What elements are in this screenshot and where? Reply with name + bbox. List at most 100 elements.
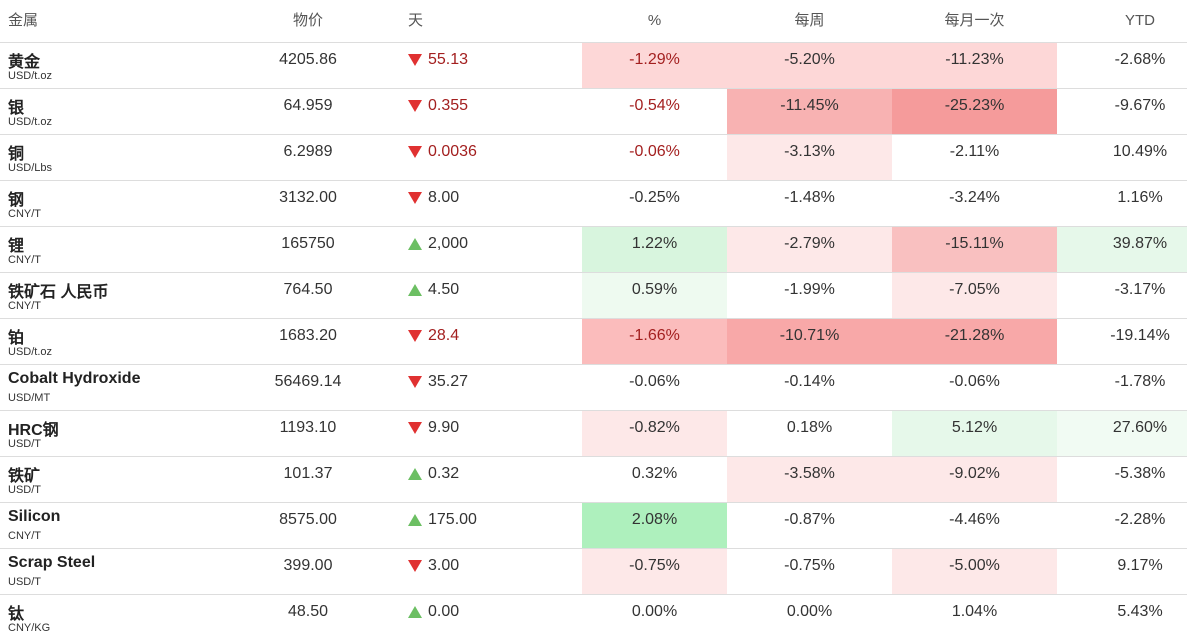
price: 4205.86	[279, 51, 337, 68]
pct-change: -0.75%	[629, 557, 680, 574]
arrow-shape	[408, 330, 422, 342]
header-ytd[interactable]: YTD	[1125, 12, 1155, 29]
arrow-down	[408, 330, 422, 342]
cell-shade	[727, 43, 892, 88]
cell-shade	[892, 89, 1057, 134]
month-change: 5.12%	[951, 419, 998, 436]
pct-change: -0.06%	[629, 373, 680, 390]
week-change: -5.20%	[784, 51, 835, 68]
table-row[interactable]: 铂 USD/t.oz 1683.20 28.4 -1.66% -10.71% -21.28%…	[0, 318, 1187, 364]
header-pct[interactable]: %	[647, 12, 662, 29]
pct-change: 0.32%	[631, 465, 678, 482]
table-row[interactable]: Cobalt Hydroxide USD/MT 56469.14 35.27 -0.06…	[0, 364, 1187, 410]
month-change: -7.05%	[949, 281, 1000, 298]
arrow-shape	[408, 146, 422, 158]
header-week[interactable]: 每周	[794, 12, 825, 29]
header-name: 金属	[8, 12, 39, 29]
header-day[interactable]: 天	[408, 12, 424, 29]
pct-change: -0.25%	[629, 189, 680, 206]
unit: USD/t.oz	[8, 116, 53, 128]
price: 64.959	[283, 97, 333, 114]
pct-change: -0.82%	[629, 419, 680, 436]
arrow-shape	[408, 284, 422, 296]
table-row[interactable]: 锂 CNY/T 165750 2,000 1.22% -2.79% -15.11% 39.87…	[0, 226, 1187, 272]
cell-shade	[582, 503, 727, 548]
arrow-shape	[408, 238, 422, 250]
pct-change: -1.66%	[629, 327, 680, 344]
cell-shade	[727, 135, 892, 180]
month-change: -4.46%	[949, 511, 1000, 528]
pct-change: -1.29%	[629, 51, 680, 68]
arrow-up	[408, 468, 422, 480]
cell-shade	[582, 43, 727, 88]
week-change: -0.87%	[784, 511, 835, 528]
day-change: 28.4	[428, 327, 460, 344]
table-row[interactable]: 黄金 USD/t.oz 4205.86 55.13 -1.29% -5.20% -11.23…	[0, 42, 1187, 88]
cell-shade	[892, 227, 1057, 272]
price: 8575.00	[279, 511, 337, 528]
table-row[interactable]: Silicon CNY/T 8575.00 175.00 2.08% -0.87% -4.4…	[0, 502, 1187, 548]
month-change: -3.24%	[949, 189, 1000, 206]
commodity-name: 银	[8, 100, 25, 117]
commodity-name: Silicon	[8, 508, 61, 525]
arrow-shape	[408, 192, 422, 204]
month-change: -21.28%	[944, 327, 1005, 344]
price: 1193.10	[279, 419, 337, 436]
pct-change: 1.22%	[631, 235, 678, 252]
arrow-down	[408, 192, 422, 204]
arrow-shape	[408, 376, 422, 388]
cell-shade	[1057, 227, 1187, 272]
cell-shade	[582, 273, 727, 318]
cell-shade	[892, 43, 1057, 88]
arrow-up	[408, 514, 422, 526]
week-change: 0.00%	[786, 603, 833, 620]
arrow-shape	[408, 54, 422, 66]
cell-shade	[727, 227, 892, 272]
arrow-up	[408, 606, 422, 618]
arrow-shape	[408, 560, 422, 572]
table-row[interactable]: HRC钢 USD/T 1193.10 9.90 -0.82% 0.18% 5.12% 27.6…	[0, 410, 1187, 456]
commodity-name: 钢	[8, 192, 25, 209]
commodity-name: 铁矿	[8, 468, 41, 485]
arrow-down	[408, 422, 422, 434]
price: 165750	[281, 235, 335, 252]
pct-change: 0.00%	[631, 603, 678, 620]
ytd-change: -5.38%	[1114, 465, 1166, 482]
header-month[interactable]: 每月一次	[944, 12, 1005, 29]
table-row[interactable]: 铁矿石 人民币 CNY/T 764.50 4.50 0.59% -1.99% -7.05% -…	[0, 272, 1187, 318]
day-change: 35.27	[428, 373, 469, 390]
arrow-shape	[408, 422, 422, 434]
unit: USD/T	[8, 576, 41, 588]
month-change: -2.11%	[949, 143, 1000, 160]
week-change: -11.45%	[780, 97, 839, 114]
ytd-change: -2.28%	[1114, 511, 1166, 528]
table-row[interactable]: 银 USD/t.oz 64.959 0.355 -0.54% -11.45% -25.23%…	[0, 88, 1187, 134]
ytd-change: -19.14%	[1110, 327, 1170, 344]
table-row[interactable]: 钢 CNY/T 3132.00 8.00 -0.25% -1.48% -3.24% 1.16%	[0, 180, 1187, 226]
month-change: -25.23%	[944, 97, 1005, 114]
day-change: 0.00	[428, 603, 460, 620]
ytd-change: 9.17%	[1117, 557, 1163, 574]
table-row[interactable]: Scrap Steel USD/T 399.00 3.00 -0.75% -0.75% -5…	[0, 548, 1187, 594]
day-change: 0.0036	[428, 143, 477, 160]
cell-shade	[582, 319, 727, 364]
table-row[interactable]: 钛 CNY/KG 48.50 0.00 0.00% 0.00% 1.04% 5.43%	[0, 594, 1187, 640]
day-change: 2,000	[428, 235, 469, 252]
arrow-down	[408, 54, 422, 66]
day-change: 8.00	[428, 189, 460, 206]
table-row[interactable]: 铁矿 USD/T 101.37 0.32 0.32% -3.58% -9.02% -5.38%	[0, 456, 1187, 502]
commodity-name: Cobalt Hydroxide	[8, 370, 141, 387]
cell-shade	[582, 549, 727, 594]
arrow-shape	[408, 606, 422, 618]
table-row[interactable]: 铜 USD/Lbs 6.2989 0.0036 -0.06% -3.13% -2.11% 10…	[0, 134, 1187, 180]
commodity-name: Scrap Steel	[8, 554, 96, 571]
week-change: -3.58%	[784, 465, 835, 482]
header-price[interactable]: 物价	[292, 12, 323, 29]
ytd-change: -9.67%	[1114, 97, 1166, 114]
price: 1683.20	[279, 327, 337, 344]
commodity-name: 铁矿石 人民币	[8, 284, 109, 301]
cell-shade	[582, 411, 727, 456]
price: 48.50	[287, 603, 329, 620]
arrow-down	[408, 100, 422, 112]
